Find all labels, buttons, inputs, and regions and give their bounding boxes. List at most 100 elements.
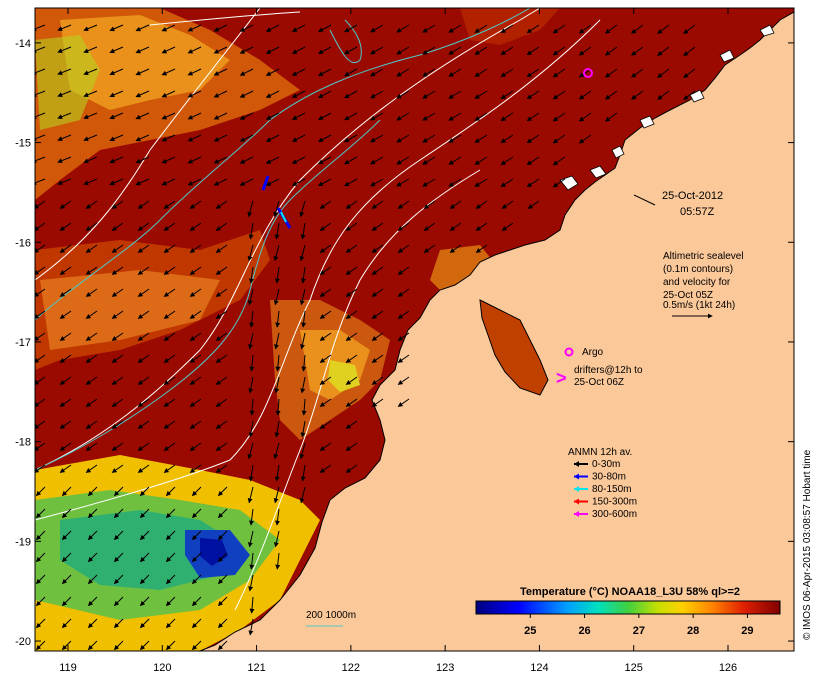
- velocity-arrow: [396, 134, 410, 143]
- velocity-arrow: [247, 530, 254, 548]
- colorbar-title: Temperature (°C) NOAA18_L3U 58% ql>=2: [520, 586, 740, 598]
- velocity-arrow: [552, 112, 566, 122]
- velocity-arrow: [273, 288, 280, 306]
- velocity-arrow: [87, 618, 98, 629]
- velocity-arrow: [527, 200, 540, 209]
- velocity-arrow: [299, 200, 306, 218]
- velocity-arrow: [109, 46, 124, 54]
- velocity-arrow: [248, 464, 254, 482]
- velocity-arrow: [109, 178, 124, 186]
- velocity-arrow: [113, 552, 124, 563]
- velocity-arrow: [631, 68, 644, 78]
- velocity-arrow: [247, 288, 254, 306]
- velocity-arrow: [683, 90, 696, 101]
- velocity-arrow: [319, 288, 332, 297]
- svg-text:Altimetric sealevel: Altimetric sealevel: [663, 251, 744, 262]
- velocity-arrow: [319, 244, 332, 253]
- anmn-legend-arrowhead: [574, 461, 579, 467]
- velocity-arrow: [85, 200, 98, 209]
- velocity-arrow: [61, 508, 72, 519]
- colorbar-scale: [475, 600, 781, 615]
- velocity-arrow: [396, 46, 410, 55]
- velocity-arrow: [631, 90, 644, 100]
- velocity-arrow: [61, 530, 72, 541]
- velocity-arrow: [165, 530, 176, 541]
- velocity-arrow: [448, 46, 462, 55]
- velocity-arrow: [248, 618, 254, 636]
- lat-tick-label: -14: [15, 38, 31, 50]
- velocity-arrow: [299, 288, 306, 306]
- velocity-arrow: [683, 68, 696, 79]
- velocity-arrow: [397, 288, 410, 297]
- velocity-arrow: [291, 156, 306, 164]
- velocity-arrow: [57, 90, 72, 97]
- velocity-arrow: [344, 90, 358, 99]
- velocity-arrow: [85, 354, 98, 363]
- anmn-legend-label: 80-150m: [592, 484, 631, 495]
- velocity-arrow: [215, 332, 228, 341]
- velocity-arrow: [249, 354, 255, 372]
- anmn-legend-arrowhead: [574, 486, 579, 492]
- velocity-arrow: [111, 376, 124, 385]
- velocity-arrow: [191, 574, 202, 585]
- velocity-arrow: [215, 200, 228, 209]
- velocity-arrow: [344, 68, 358, 77]
- velocity-arrow: [87, 486, 98, 497]
- velocity-arrow: [61, 486, 72, 497]
- velocity-arrow: [300, 376, 306, 394]
- velocity-arrow: [317, 46, 332, 55]
- velocity-arrow: [500, 178, 514, 188]
- velocity-arrow: [274, 222, 280, 240]
- velocity-arrow: [187, 90, 202, 98]
- velocity-arrow: [85, 244, 98, 253]
- velocity-arrow: [161, 156, 176, 164]
- velocity-arrow: [163, 354, 176, 363]
- velocity-arrow: [35, 112, 46, 119]
- velocity-arrow: [187, 156, 202, 164]
- velocity-arrow: [85, 332, 98, 341]
- velocity-arrow: [109, 90, 124, 98]
- velocity-arrow: [397, 222, 410, 231]
- velocity-arrow: [422, 134, 436, 143]
- velocity-arrow: [85, 288, 98, 297]
- velocity-arrow: [165, 486, 176, 497]
- velocity-arrow: [213, 90, 228, 98]
- lat-tick-label: -15: [15, 138, 31, 150]
- velocity-arrow: [35, 90, 46, 97]
- velocity-arrow: [87, 574, 98, 585]
- velocity-arrow: [61, 640, 72, 651]
- velocity-arrow: [239, 68, 254, 76]
- velocity-arrow: [500, 112, 514, 122]
- svg-text:Argo: Argo: [582, 347, 604, 358]
- velocity-arrow: [248, 222, 254, 240]
- velocity-arrow: [111, 310, 124, 319]
- velocity-arrow: [319, 442, 332, 451]
- velocity-arrow: [35, 530, 46, 541]
- velocity-arrow: [291, 90, 306, 98]
- velocity-arrow: [604, 90, 618, 100]
- velocity-arrow: [300, 420, 306, 438]
- velocity-arrow: [631, 24, 644, 34]
- velocity-arrow: [317, 178, 332, 187]
- velocity-arrow: [265, 178, 280, 186]
- velocity-arrow: [371, 376, 384, 385]
- velocity-arrow: [213, 112, 228, 120]
- map-panel: [35, 8, 794, 651]
- velocity-arrow: [187, 112, 202, 120]
- svg-text:200 1000m: 200 1000m: [306, 610, 356, 621]
- velocity-arrow: [83, 68, 98, 76]
- velocity-arrow: [273, 244, 280, 262]
- velocity-arrow: [35, 288, 46, 297]
- velocity-arrow: [161, 178, 176, 186]
- velocity-arrow: [35, 200, 46, 209]
- velocity-arrow: [239, 178, 254, 186]
- velocity-arrow: [59, 464, 72, 473]
- velocity-arrow: [35, 266, 46, 275]
- velocity-arrow: [657, 90, 670, 100]
- velocity-arrow: [35, 596, 46, 607]
- velocity-arrow: [578, 134, 592, 144]
- velocity-arrow: [631, 46, 644, 56]
- velocity-arrow: [448, 112, 462, 121]
- velocity-arrow: [275, 508, 280, 526]
- velocity-arrow: [319, 376, 332, 385]
